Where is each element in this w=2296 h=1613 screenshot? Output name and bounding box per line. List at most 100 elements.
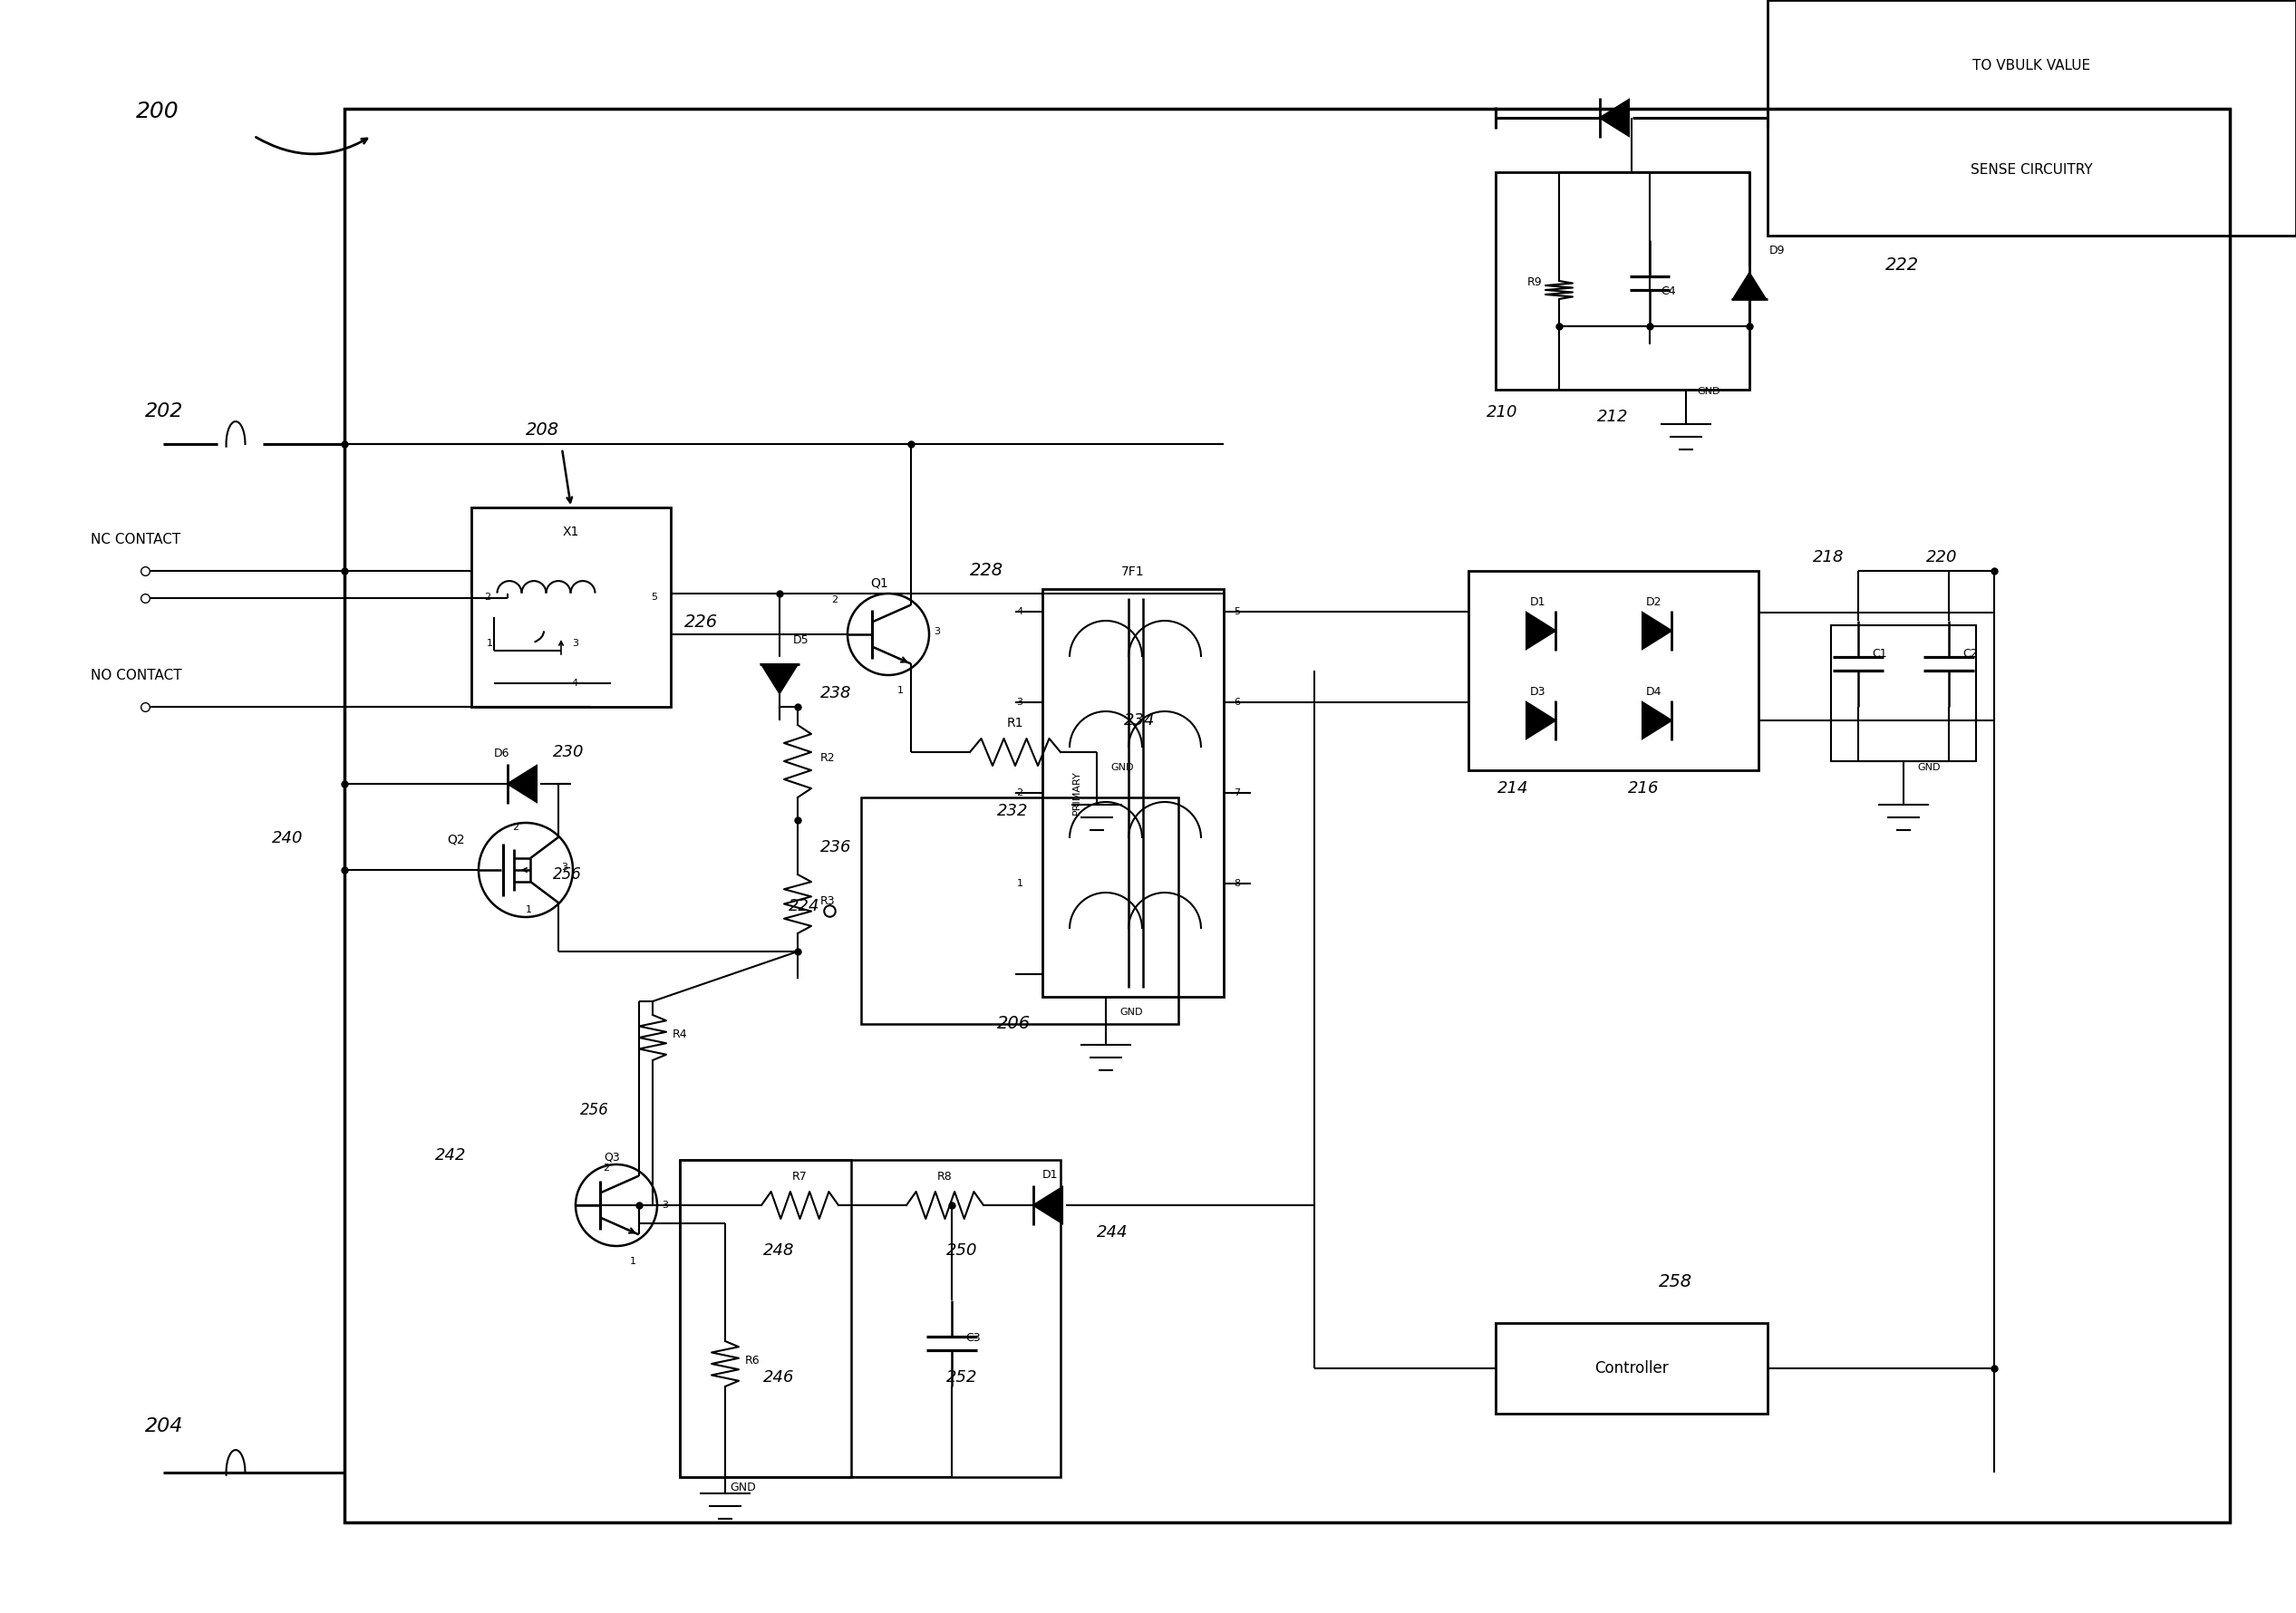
Text: 234: 234: [1125, 713, 1155, 729]
Text: 2: 2: [604, 1163, 608, 1173]
Text: 222: 222: [1885, 256, 1919, 274]
Text: 7: 7: [1233, 789, 1240, 797]
Polygon shape: [507, 766, 537, 802]
Text: Controller: Controller: [1596, 1360, 1669, 1376]
Text: Q3: Q3: [604, 1150, 620, 1163]
Text: D6: D6: [494, 747, 510, 760]
Text: 2: 2: [831, 595, 838, 605]
Text: 1: 1: [526, 905, 533, 915]
Polygon shape: [1642, 613, 1671, 648]
Text: 2: 2: [484, 592, 491, 602]
Text: 226: 226: [684, 613, 719, 631]
Text: 3: 3: [661, 1200, 668, 1210]
Text: D4: D4: [1646, 686, 1662, 698]
Text: 2: 2: [512, 823, 519, 832]
Text: 228: 228: [969, 561, 1003, 579]
Text: D5: D5: [792, 634, 808, 647]
Text: 8: 8: [1233, 879, 1240, 889]
Text: 216: 216: [1628, 781, 1660, 797]
Text: 3: 3: [560, 863, 567, 871]
Text: 3: 3: [1017, 698, 1024, 706]
Bar: [1830, 626, 1977, 761]
Text: 230: 230: [553, 744, 583, 760]
Text: 218: 218: [1814, 548, 1844, 566]
Text: GND: GND: [730, 1482, 755, 1494]
Text: 3: 3: [572, 639, 579, 647]
Text: 214: 214: [1497, 781, 1529, 797]
Text: Q1: Q1: [870, 576, 889, 589]
Text: R6: R6: [746, 1355, 760, 1366]
Text: C4: C4: [1660, 286, 1676, 297]
Bar: [1495, 173, 1750, 390]
Text: R9: R9: [1527, 276, 1543, 289]
Text: 4: 4: [572, 679, 579, 687]
Bar: [1469, 571, 1759, 771]
Text: 1: 1: [487, 639, 494, 647]
Text: 206: 206: [996, 1015, 1031, 1032]
Text: NO CONTACT: NO CONTACT: [90, 668, 181, 682]
Bar: [1042, 589, 1224, 997]
Bar: [680, 1160, 1061, 1478]
Polygon shape: [1642, 702, 1671, 739]
Text: 256: 256: [553, 866, 581, 882]
Polygon shape: [1527, 702, 1554, 739]
Text: D9: D9: [1770, 245, 1786, 256]
Text: 7F1: 7F1: [1120, 566, 1146, 577]
Text: PRIMARY: PRIMARY: [1072, 771, 1081, 815]
Text: 1: 1: [629, 1257, 636, 1266]
Text: R8: R8: [937, 1171, 953, 1182]
Text: 5: 5: [1235, 606, 1240, 616]
Text: D2: D2: [1646, 597, 1662, 608]
Text: 246: 246: [765, 1369, 794, 1386]
Text: 232: 232: [996, 803, 1029, 819]
Text: 220: 220: [1926, 548, 1958, 566]
Polygon shape: [1733, 273, 1766, 298]
Polygon shape: [1033, 1187, 1063, 1223]
Bar: [344, 108, 2229, 1523]
Text: R2: R2: [820, 752, 836, 765]
Text: SENSE CIRCUITRY: SENSE CIRCUITRY: [1970, 163, 2092, 176]
Text: 200: 200: [135, 100, 179, 123]
Text: R4: R4: [673, 1029, 687, 1040]
Text: 2: 2: [1017, 789, 1024, 797]
Text: X1: X1: [563, 526, 579, 539]
Text: 5: 5: [652, 592, 657, 602]
Text: GND: GND: [1111, 763, 1134, 773]
Text: Q2: Q2: [448, 832, 464, 845]
Bar: [861, 797, 1178, 1024]
Text: D1: D1: [1529, 597, 1545, 608]
Text: R1: R1: [1008, 716, 1024, 729]
Text: 212: 212: [1598, 408, 1628, 424]
Text: 242: 242: [434, 1147, 466, 1163]
Text: 248: 248: [765, 1242, 794, 1258]
Text: 224: 224: [788, 898, 820, 915]
Polygon shape: [1600, 100, 1628, 135]
Text: 204: 204: [145, 1418, 184, 1436]
Bar: [1495, 1323, 1768, 1413]
Text: 250: 250: [946, 1242, 978, 1258]
Bar: [680, 1160, 852, 1478]
Text: 3: 3: [934, 627, 939, 636]
Polygon shape: [762, 665, 797, 694]
Text: 252: 252: [946, 1369, 978, 1386]
Text: GND: GND: [1697, 387, 1720, 397]
Text: GND: GND: [1120, 1008, 1143, 1016]
Text: NC CONTACT: NC CONTACT: [90, 532, 181, 545]
Text: 238: 238: [820, 686, 852, 702]
Text: GND: GND: [1917, 763, 1940, 773]
Text: D1: D1: [1042, 1169, 1058, 1181]
Text: 258: 258: [1658, 1273, 1692, 1290]
Bar: [1768, 0, 2296, 235]
Text: 244: 244: [1097, 1224, 1127, 1240]
Bar: [471, 508, 670, 706]
Text: 6: 6: [1235, 698, 1240, 706]
Text: R7: R7: [792, 1171, 808, 1182]
Text: TO VBULK VALUE: TO VBULK VALUE: [1972, 60, 2092, 73]
Text: D3: D3: [1529, 686, 1545, 698]
Text: C3: C3: [964, 1332, 980, 1344]
Text: 208: 208: [526, 421, 560, 439]
Text: 202: 202: [145, 402, 184, 421]
Text: 240: 240: [271, 831, 303, 847]
Text: 236: 236: [820, 839, 852, 855]
Text: 210: 210: [1486, 405, 1518, 421]
